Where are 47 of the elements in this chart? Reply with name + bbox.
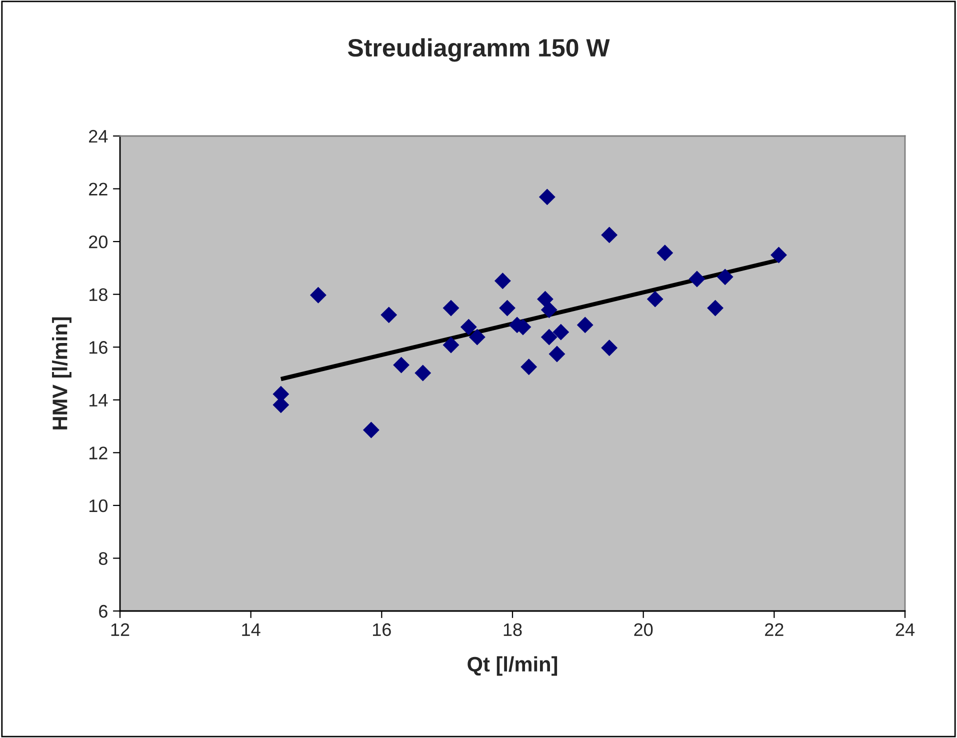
x-axis-title: Qt [l/min] <box>468 656 558 676</box>
point <box>380 306 398 324</box>
point <box>538 188 556 206</box>
point <box>499 300 516 316</box>
y-tick-label: 6 <box>99 604 108 618</box>
x-tick-label: 12 <box>111 623 130 636</box>
point <box>362 422 380 438</box>
point <box>393 356 410 374</box>
point <box>536 290 554 308</box>
point <box>576 316 594 334</box>
point <box>494 272 511 290</box>
point <box>707 300 724 316</box>
chart-title: Streudiagramm 150 W <box>348 38 610 62</box>
point <box>601 226 618 244</box>
point <box>688 270 706 288</box>
y-tick-label: 18 <box>89 288 108 302</box>
y-tick-label: 12 <box>89 446 108 460</box>
y-tick-label: 8 <box>98 552 108 565</box>
x-tick-label: 16 <box>373 623 391 636</box>
y-tick-label: 14 <box>89 394 108 406</box>
y-tick-label: 16 <box>89 341 108 354</box>
point <box>540 328 558 346</box>
x-tick-label: 18 <box>504 623 522 636</box>
point <box>310 286 326 304</box>
y-tick-label: 10 <box>89 499 108 512</box>
point <box>601 340 618 356</box>
y-tick-label: 20 <box>89 235 108 248</box>
x-tick-label: 14 <box>242 623 260 636</box>
x-tick-label: 20 <box>634 623 653 636</box>
point <box>414 364 432 382</box>
point <box>520 358 538 376</box>
y-axis-title: HMV [l/min] <box>52 317 72 430</box>
point <box>540 302 558 318</box>
point <box>442 300 460 316</box>
point <box>656 244 674 262</box>
y-tick-label: 24 <box>89 130 108 143</box>
x-tick-label: 22 <box>765 623 784 636</box>
point <box>552 324 570 340</box>
point <box>442 336 460 354</box>
point <box>548 346 566 362</box>
point <box>468 328 486 346</box>
point <box>716 268 734 286</box>
x-tick-label: 24 <box>896 623 915 636</box>
point <box>646 290 664 308</box>
point <box>460 318 477 336</box>
point <box>770 246 787 264</box>
y-tick-label: 22 <box>89 182 108 196</box>
